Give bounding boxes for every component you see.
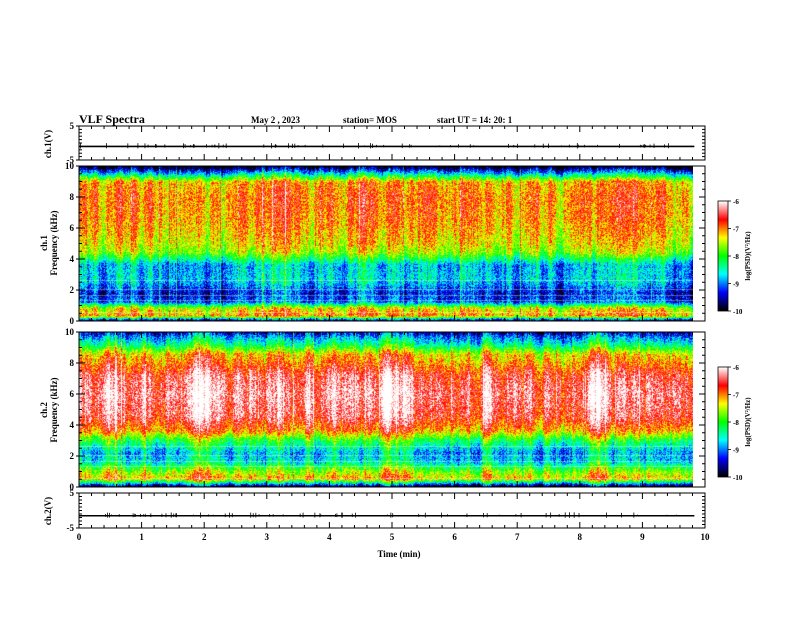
ch2-spectrogram-image	[79, 332, 693, 487]
ch1-colorbar-tick-label: -8	[733, 253, 739, 261]
time-tick-label: 5	[390, 532, 395, 542]
ch2-wave-y-tick-label: 5	[70, 488, 75, 498]
time-tick-label: 10	[701, 532, 711, 542]
ch1-spec-y-tick-label: 2	[70, 285, 75, 295]
ch1-spec-y-tick-label: 6	[70, 223, 75, 233]
ch1-colorbar-tick-label: -7	[733, 226, 739, 234]
ch2-spec-y-tick-label: 4	[70, 420, 75, 430]
time-tick-label: 4	[327, 532, 332, 542]
ch2-spec-y-tick-label: 8	[70, 358, 75, 368]
time-tick-label: 7	[515, 532, 520, 542]
ch2-spec-y-tick-label: 10	[65, 327, 75, 337]
ch1-colorbar-tick-label: -9	[733, 281, 739, 289]
ch2-colorbar-tick-label: -10	[733, 474, 743, 482]
ch2-colorbar-image	[718, 367, 728, 477]
ch1-freq-axis-label-line2: Frequency (kHz)	[49, 210, 59, 275]
ch2-colorbar-label: log(PSD)(V²/Hz)	[744, 397, 752, 447]
time-axis-label: Time (min)	[377, 549, 420, 559]
ch1-colorbar-label: log(PSD)(V²/Hz)	[744, 231, 752, 281]
figure-title: VLF Spectra	[79, 112, 145, 126]
ch1-wave-y-tick-label: -5	[67, 155, 75, 165]
ch2-voltage-axis-label: ch.2(V)	[43, 497, 53, 525]
time-tick-label: 6	[452, 532, 457, 542]
ch2-spec-y-tick-label: 0	[70, 482, 75, 492]
time-tick-label: 2	[202, 532, 207, 542]
ch2-spec-y-tick-label: 2	[70, 451, 75, 461]
ch2-colorbar-tick-label: -9	[733, 447, 739, 455]
ch2-spec-y-tick-label: 6	[70, 389, 75, 399]
ch1-spec-y-tick-label: 4	[70, 254, 75, 264]
time-tick-label: 0	[77, 532, 82, 542]
time-tick-label: 3	[265, 532, 270, 542]
time-tick-label: 9	[640, 532, 645, 542]
ch1-spectrogram-image	[79, 166, 693, 321]
time-tick-label: 8	[578, 532, 583, 542]
ch2-wave-y-tick-label: -5	[67, 523, 75, 533]
time-tick-label: 1	[139, 532, 144, 542]
date-label: May 2 , 2023	[251, 115, 300, 125]
ch1-spec-y-tick-label: 10	[65, 161, 75, 171]
ch1-colorbar-tick-label: -10	[733, 308, 743, 316]
ch1-spec-y-tick-label: 0	[70, 316, 75, 326]
ch1-voltage-axis-label: ch.1(V)	[43, 130, 53, 158]
ch2-colorbar-tick-label: -7	[733, 392, 739, 400]
ch2-freq-axis-label-line2: Frequency (kHz)	[49, 377, 59, 442]
ch2-colorbar-tick-label: -6	[733, 364, 739, 372]
start-ut-label: start UT = 14: 20: 1	[437, 115, 513, 125]
ch1-freq-axis-label-line1: ch.1	[39, 235, 49, 251]
ch1-spec-y-tick-label: 8	[70, 192, 75, 202]
station-label: station= MOS	[343, 115, 397, 125]
ch1-colorbar-image	[718, 201, 728, 311]
ch1-wave-y-tick-label: 5	[70, 121, 75, 131]
ch2-freq-axis-label-line1: ch.2	[39, 402, 49, 418]
ch1-colorbar-tick-label: -6	[733, 198, 739, 206]
ch2-colorbar-tick-label: -8	[733, 419, 739, 427]
